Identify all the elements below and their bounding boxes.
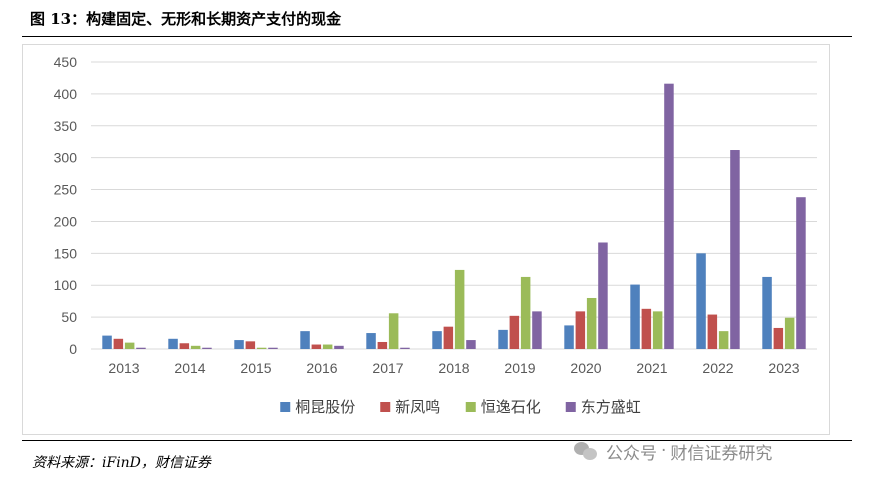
wechat-icon [574,440,598,462]
y-tick-label: 250 [54,182,78,198]
x-tick-label: 2017 [372,360,403,376]
bar [598,242,608,349]
y-tick-label: 0 [69,341,77,357]
bar [707,314,718,349]
bar [168,338,178,349]
watermark-separator: · [661,441,667,461]
bar [564,325,574,349]
legend-swatch [280,402,291,412]
bar [730,150,740,349]
bar [268,347,278,349]
bottom-rule [22,440,852,441]
x-tick-label: 2020 [570,360,601,376]
bar [784,317,795,349]
bar [322,344,333,349]
watermark: 公众号 · 财信证券研究 [574,438,772,464]
bar [443,326,454,349]
bar [377,341,388,349]
bar [762,276,772,349]
bar [113,338,124,349]
x-tick-label: 2016 [306,360,337,376]
x-tick-label: 2021 [636,360,667,376]
x-tick-label: 2015 [240,360,271,376]
bar [190,345,201,349]
bar [102,335,112,349]
bar [520,276,531,349]
bar [311,344,322,349]
bar [652,311,663,349]
bar [202,347,212,349]
x-tick-label: 2013 [108,360,139,376]
bar [334,345,344,349]
x-tick-label: 2022 [702,360,733,376]
bar [586,297,597,349]
x-tick-label: 2019 [504,360,535,376]
x-tick-label: 2023 [768,360,799,376]
bar [796,197,806,349]
y-tick-label: 100 [54,277,78,293]
y-tick-label: 150 [54,245,78,261]
bar [509,315,520,349]
bar [630,284,640,349]
bar [432,331,442,349]
bar [532,311,542,349]
y-tick-label: 450 [54,54,78,70]
legend-label: 新凤鸣 [395,398,440,416]
bar [136,347,146,349]
y-tick-label: 350 [54,118,78,134]
bar [641,308,652,349]
bar [400,347,410,349]
bar [718,331,729,349]
bar [454,269,465,349]
bar [256,347,267,349]
bar [466,340,476,349]
bar [234,340,244,349]
bar [696,253,706,349]
bar [300,331,310,349]
legend-label: 桐昆股份 [295,398,355,416]
legend-swatch [380,402,391,412]
watermark-account: 公众号 [606,443,657,464]
figure-title: 图 13：构建固定、无形和长期资产支付的现金 [30,10,342,28]
x-tick-label: 2018 [438,360,469,376]
chart-frame: 0 50 100 150 200 250 300 350 400 450 2013 2014 2015 2… [22,44,830,435]
y-tick-label: 400 [54,86,78,102]
legend-swatch [565,402,576,412]
bar [124,342,135,349]
legend-label: 东方盛虹 [581,398,641,416]
bar-chart: 0 50 100 150 200 250 300 350 400 450 2013 2014 2015 2… [54,54,817,416]
bar [245,341,256,349]
y-tick-label: 50 [61,309,77,325]
bar [773,327,784,349]
top-rule [22,36,852,37]
y-tick-label: 300 [54,150,78,166]
source-note: 资料来源：iFinD，财信证券 [32,455,211,471]
bar [664,83,674,349]
bar [179,343,190,349]
legend-swatch [465,402,476,412]
y-tick-label: 200 [54,213,78,229]
legend-label: 恒逸石化 [481,398,541,416]
x-tick-label: 2014 [174,360,205,376]
watermark-name: 财信证券研究 [670,443,773,464]
bar [575,311,586,349]
bar [366,333,376,349]
bar [388,313,399,349]
bar [498,329,508,349]
